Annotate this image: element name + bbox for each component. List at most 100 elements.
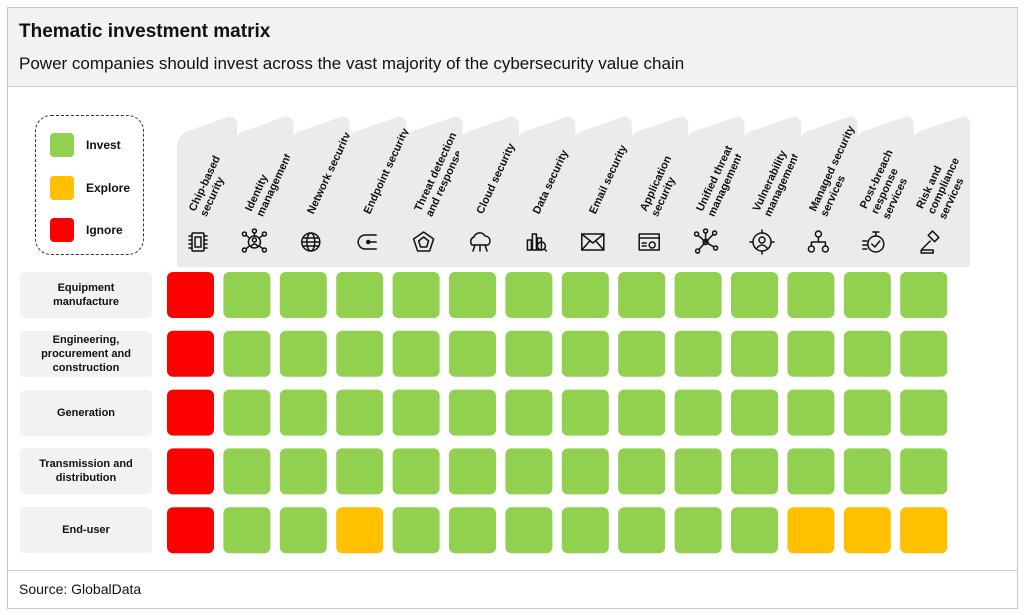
legend: Invest Explore Ignore bbox=[35, 115, 144, 255]
cell-r3-c7 bbox=[505, 389, 553, 436]
cell-r3-c13 bbox=[843, 389, 891, 436]
column-tab-1 bbox=[177, 116, 237, 268]
column-header-9: Applicationsecurity bbox=[628, 116, 689, 268]
column-header-8: Email security bbox=[571, 116, 632, 268]
chip-icon bbox=[188, 232, 208, 252]
cell-r2-c7 bbox=[505, 330, 553, 377]
column-header-3: Network security bbox=[289, 116, 354, 268]
cell-r3-c3 bbox=[279, 389, 327, 436]
column-tab-12 bbox=[797, 116, 858, 268]
cell-r4-c10 bbox=[674, 448, 722, 495]
cell-r1-c8 bbox=[561, 272, 609, 318]
column-header-1: Chip-basedsecurity bbox=[177, 116, 237, 268]
cell-r4-c14 bbox=[900, 448, 948, 495]
cell-r3-c4 bbox=[336, 389, 384, 436]
legend-swatch-explore bbox=[50, 176, 74, 200]
legend-label-invest: Invest bbox=[86, 138, 121, 152]
target-user-icon bbox=[749, 229, 775, 255]
cell-r4-c4 bbox=[336, 448, 384, 495]
cell-r2-c9 bbox=[618, 330, 666, 377]
heatmap-matrix: Chip-basedsecurity Identitymanagement Netw… bbox=[167, 116, 971, 554]
data-search-icon bbox=[526, 233, 548, 252]
cell-r1-c4 bbox=[336, 272, 384, 318]
stopwatch-icon bbox=[862, 231, 885, 253]
cell-r3-c2 bbox=[223, 389, 271, 436]
cell-r3-c6 bbox=[449, 389, 496, 436]
matrix-frame: Thematic investment matrix Power compani… bbox=[7, 7, 1018, 609]
cell-r2-c6 bbox=[449, 330, 496, 377]
legend-label-explore: Explore bbox=[86, 181, 131, 195]
cell-r2-c10 bbox=[674, 330, 722, 377]
cell-r5-c10 bbox=[674, 507, 722, 554]
column-header-5: Threat detectionand response bbox=[402, 116, 465, 268]
cell-r2-c5 bbox=[392, 330, 440, 377]
cell-r1-c6 bbox=[449, 272, 496, 318]
legend-item-invest: Invest bbox=[50, 133, 121, 157]
row-header-2: Engineering, procurement and construction bbox=[20, 330, 152, 377]
row-header-5: End-user bbox=[20, 507, 152, 554]
cell-r2-c1 bbox=[167, 330, 214, 377]
row-label: Engineering, procurement and construction bbox=[41, 333, 131, 374]
column-header-10: Unified threatmanagement bbox=[684, 116, 745, 268]
cell-r4-c12 bbox=[787, 448, 835, 495]
column-header-7: Data security bbox=[515, 116, 576, 268]
envelope-icon bbox=[581, 233, 605, 251]
cell-r5-c12 bbox=[787, 507, 835, 554]
cell-r5-c6 bbox=[449, 507, 496, 554]
column-header-14: Risk andcomplianceservices bbox=[910, 116, 971, 268]
cell-r4-c6 bbox=[449, 448, 496, 495]
cell-r2-c3 bbox=[279, 330, 327, 377]
cell-r3-c12 bbox=[787, 389, 835, 436]
cell-r3-c1 bbox=[167, 389, 214, 436]
legend-swatch-ignore bbox=[50, 218, 74, 242]
cell-r2-c8 bbox=[561, 330, 609, 377]
column-header-13: Post-breachresponseservices bbox=[853, 116, 919, 268]
legend-item-ignore: Ignore bbox=[50, 218, 123, 242]
hub-nodes-icon bbox=[693, 228, 719, 254]
column-tab-14 bbox=[910, 116, 971, 268]
cell-r4-c1 bbox=[167, 448, 214, 495]
identity-network-icon bbox=[241, 228, 268, 253]
cell-r3-c5 bbox=[392, 389, 440, 436]
column-tab-6 bbox=[459, 116, 519, 268]
column-tab-2 bbox=[233, 116, 294, 268]
cell-r1-c2 bbox=[223, 272, 271, 318]
cell-r2-c11 bbox=[731, 330, 778, 377]
cell-r1-c3 bbox=[279, 272, 327, 318]
cell-r4-c11 bbox=[731, 448, 778, 495]
cell-r5-c2 bbox=[223, 507, 271, 554]
chart-subtitle: Power companies should invest across the… bbox=[19, 54, 685, 73]
cell-r5-c8 bbox=[561, 507, 609, 554]
cell-r5-c13 bbox=[843, 507, 891, 554]
cell-r2-c12 bbox=[787, 330, 835, 377]
row-header-1: Equipment manufacture bbox=[20, 272, 152, 318]
cell-r5-c5 bbox=[392, 507, 440, 554]
row-label: Equipment manufacture bbox=[52, 282, 120, 308]
cell-r3-c14 bbox=[900, 389, 948, 436]
column-label-13: Post-breachresponseservices bbox=[858, 148, 919, 222]
cloud-icon bbox=[470, 232, 491, 252]
cell-r1-c1 bbox=[167, 272, 214, 318]
cell-r2-c13 bbox=[843, 330, 891, 377]
cell-r2-c2 bbox=[223, 330, 271, 377]
cell-r4-c8 bbox=[561, 448, 609, 495]
cell-r4-c13 bbox=[843, 448, 891, 495]
cell-r1-c7 bbox=[505, 272, 553, 318]
header: Thematic investment matrix Power compani… bbox=[8, 8, 1017, 87]
column-tab-10 bbox=[684, 116, 745, 268]
cell-r5-c1 bbox=[167, 507, 214, 554]
globe-network-icon bbox=[301, 232, 321, 252]
footer: Source: GlobalData bbox=[8, 570, 1017, 608]
cell-r1-c10 bbox=[674, 272, 722, 318]
column-header-4: Endpoint security bbox=[346, 116, 412, 268]
cell-r5-c4 bbox=[336, 507, 384, 554]
row-label: Transmission and distribution bbox=[39, 458, 133, 485]
cell-r1-c13 bbox=[843, 272, 891, 318]
cell-r1-c9 bbox=[618, 272, 666, 318]
legend-item-explore: Explore bbox=[50, 176, 130, 200]
cell-r3-c10 bbox=[674, 389, 722, 436]
chart-title: Thematic investment matrix bbox=[19, 21, 271, 42]
app-window-gear-icon bbox=[638, 233, 660, 251]
cell-r3-c11 bbox=[731, 389, 778, 436]
cell-r4-c5 bbox=[392, 448, 440, 495]
